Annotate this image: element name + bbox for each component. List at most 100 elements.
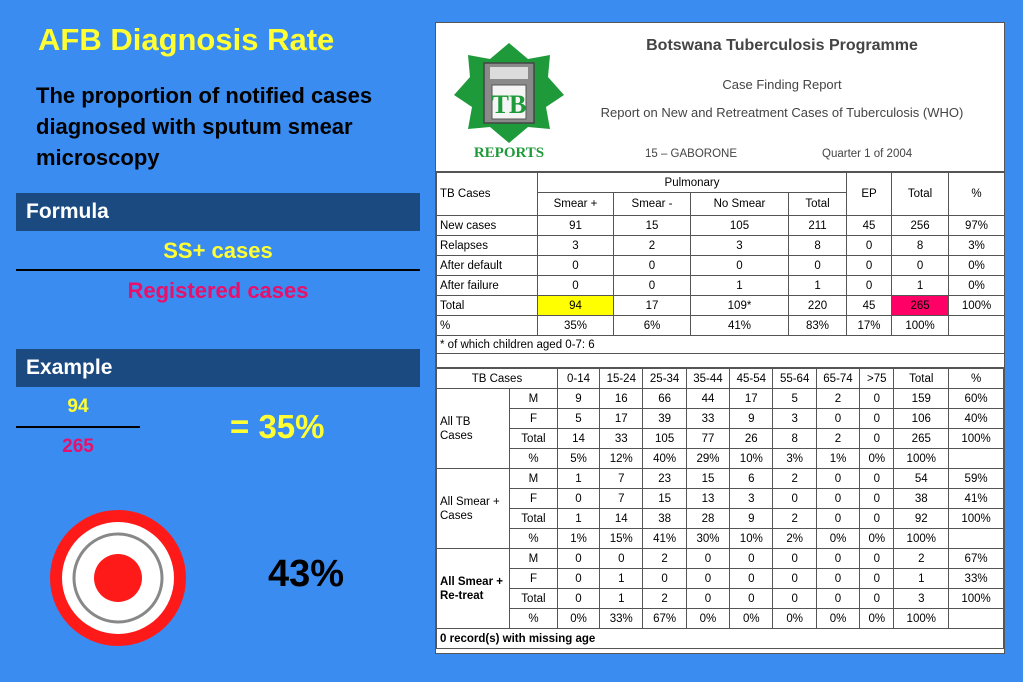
table-row: Relapses 3 2 3 8 0 8 3% xyxy=(436,235,1006,256)
table-cell: 0 xyxy=(846,235,893,256)
example-numerator: 94 xyxy=(67,396,89,417)
table-cell: 0 xyxy=(613,255,691,276)
table-cell: 59% xyxy=(948,468,1004,489)
table-cell: 159 xyxy=(893,388,950,409)
table-cell: 0 xyxy=(685,588,731,609)
age-header: >75 xyxy=(859,368,895,389)
table-cell: 0 xyxy=(556,568,601,589)
table-cell: 1 xyxy=(556,468,601,489)
table-cell: 40% xyxy=(642,448,687,469)
table-cell: 7 xyxy=(599,488,644,509)
table-cell: 91 xyxy=(537,215,614,236)
table-row: Total 14 33 105 77 26 8 2 0 265 100% xyxy=(437,428,1004,449)
table-cell: 5 xyxy=(772,388,817,409)
table-cell: 17 xyxy=(729,388,774,409)
table-cell: 16 xyxy=(599,388,644,409)
table-cell: 105 xyxy=(690,215,789,236)
row-label: Relapses xyxy=(436,235,538,256)
header-tb-cases: TB Cases xyxy=(436,368,558,389)
table-cell: 45 xyxy=(846,215,893,236)
table-cell: 0 xyxy=(685,548,731,569)
table-cell: 0 xyxy=(846,275,893,296)
table-cell: 1 xyxy=(599,588,644,609)
table-cell: 9 xyxy=(729,408,774,429)
age-header: 25-34 xyxy=(642,368,687,389)
table-cell: 66 xyxy=(642,388,687,409)
table-cell: 3 xyxy=(729,488,774,509)
table-row: Total 0 1 2 0 0 0 0 0 3 100% xyxy=(437,588,1004,609)
table-cell: 1 xyxy=(690,275,789,296)
table-cell: 0 xyxy=(859,408,895,429)
table-row: F 0 7 15 13 3 0 0 0 38 41% xyxy=(437,488,1004,509)
report-location: 15 – GABORONE xyxy=(644,148,738,160)
table-cell: 35% xyxy=(537,315,614,336)
table-cell: 2 xyxy=(815,428,861,449)
table-cell: 0 xyxy=(859,468,895,489)
sex-label: M xyxy=(509,548,558,569)
table-cell: 265 xyxy=(891,295,950,316)
table-cell: 0% xyxy=(815,608,861,629)
table-cell: 33 xyxy=(599,428,644,449)
tb-reports-logo: TB REPORTS xyxy=(454,43,564,161)
age-header: 0-14 xyxy=(556,368,601,389)
table-cell: 3 xyxy=(537,235,614,256)
table-cell: 0 xyxy=(815,408,861,429)
table-cell: 0 xyxy=(729,588,774,609)
table-cell: 0 xyxy=(613,275,691,296)
table-cell: 67% xyxy=(642,608,687,629)
table-cell: 41% xyxy=(642,528,687,549)
header-pulmonary: Pulmonary xyxy=(536,172,848,193)
table-cell: 0 xyxy=(815,548,861,569)
table-cell: 15% xyxy=(599,528,644,549)
table-cell: 40% xyxy=(948,408,1004,429)
sex-label: M xyxy=(509,388,558,409)
table-cell: 100% xyxy=(948,428,1004,449)
table-cell: 97% xyxy=(948,215,1006,236)
table-cell: 0 xyxy=(859,588,895,609)
table-cell: 7 xyxy=(599,468,644,489)
table-cell: 26 xyxy=(729,428,774,449)
table-cell: 2 xyxy=(642,588,687,609)
age-header: 55-64 xyxy=(772,368,817,389)
age-header: 65-74 xyxy=(815,368,861,389)
table-row: New cases 91 15 105 211 45 256 97% xyxy=(436,215,1006,236)
table-cell: 3 xyxy=(772,408,817,429)
table1-footnote: * of which children aged 0-7: 6 xyxy=(435,335,1006,354)
table-cell: 15 xyxy=(613,215,691,236)
table-cell: 0 xyxy=(556,588,601,609)
table-cell: 33% xyxy=(599,608,644,629)
target-icon xyxy=(50,510,186,646)
table-row: % 0% 33% 67% 0% 0% 0% 0% 0% 100% xyxy=(437,608,1004,629)
table-row: All TB Cases M 9 16 66 44 17 5 2 0 159 60% xyxy=(436,388,1004,469)
table-cell xyxy=(948,448,1004,469)
formula-numerator: SS+ cases xyxy=(163,238,273,263)
table-cell: 0% xyxy=(859,608,895,629)
table-cell: 8 xyxy=(772,428,817,449)
table-cell xyxy=(948,315,1006,336)
table-cell: 2 xyxy=(893,548,950,569)
table-cell: 1 xyxy=(599,568,644,589)
table-cell: 3% xyxy=(772,448,817,469)
table-cell: 0 xyxy=(787,255,848,276)
age-header: 45-54 xyxy=(729,368,774,389)
table-cell: 0 xyxy=(859,548,895,569)
report-subtitle: Case Finding Report xyxy=(722,77,842,92)
table-cell: 256 xyxy=(891,215,950,236)
header-smear-pos: Smear + xyxy=(537,192,614,216)
table-cell: 5 xyxy=(556,408,601,429)
table-cell: 0 xyxy=(729,568,774,589)
table-cell: 15 xyxy=(642,488,687,509)
table-cell: 1% xyxy=(815,448,861,469)
formula-header: Formula xyxy=(16,193,420,231)
table-cell: 0 xyxy=(859,488,895,509)
table-row: F 0 1 0 0 0 0 0 0 1 33% xyxy=(437,568,1004,589)
table-cell: 0 xyxy=(846,255,893,276)
table-cell: 0 xyxy=(690,255,789,276)
table-row: % 1% 15% 41% 30% 10% 2% 0% 0% 100% xyxy=(437,528,1004,549)
example-denominator: 265 xyxy=(62,436,94,457)
table-cell: 0 xyxy=(859,388,895,409)
table-cell: 1% xyxy=(556,528,601,549)
table-cell: 17% xyxy=(846,315,893,336)
table-cell: 3% xyxy=(948,235,1006,256)
table-cell: 10% xyxy=(729,528,774,549)
